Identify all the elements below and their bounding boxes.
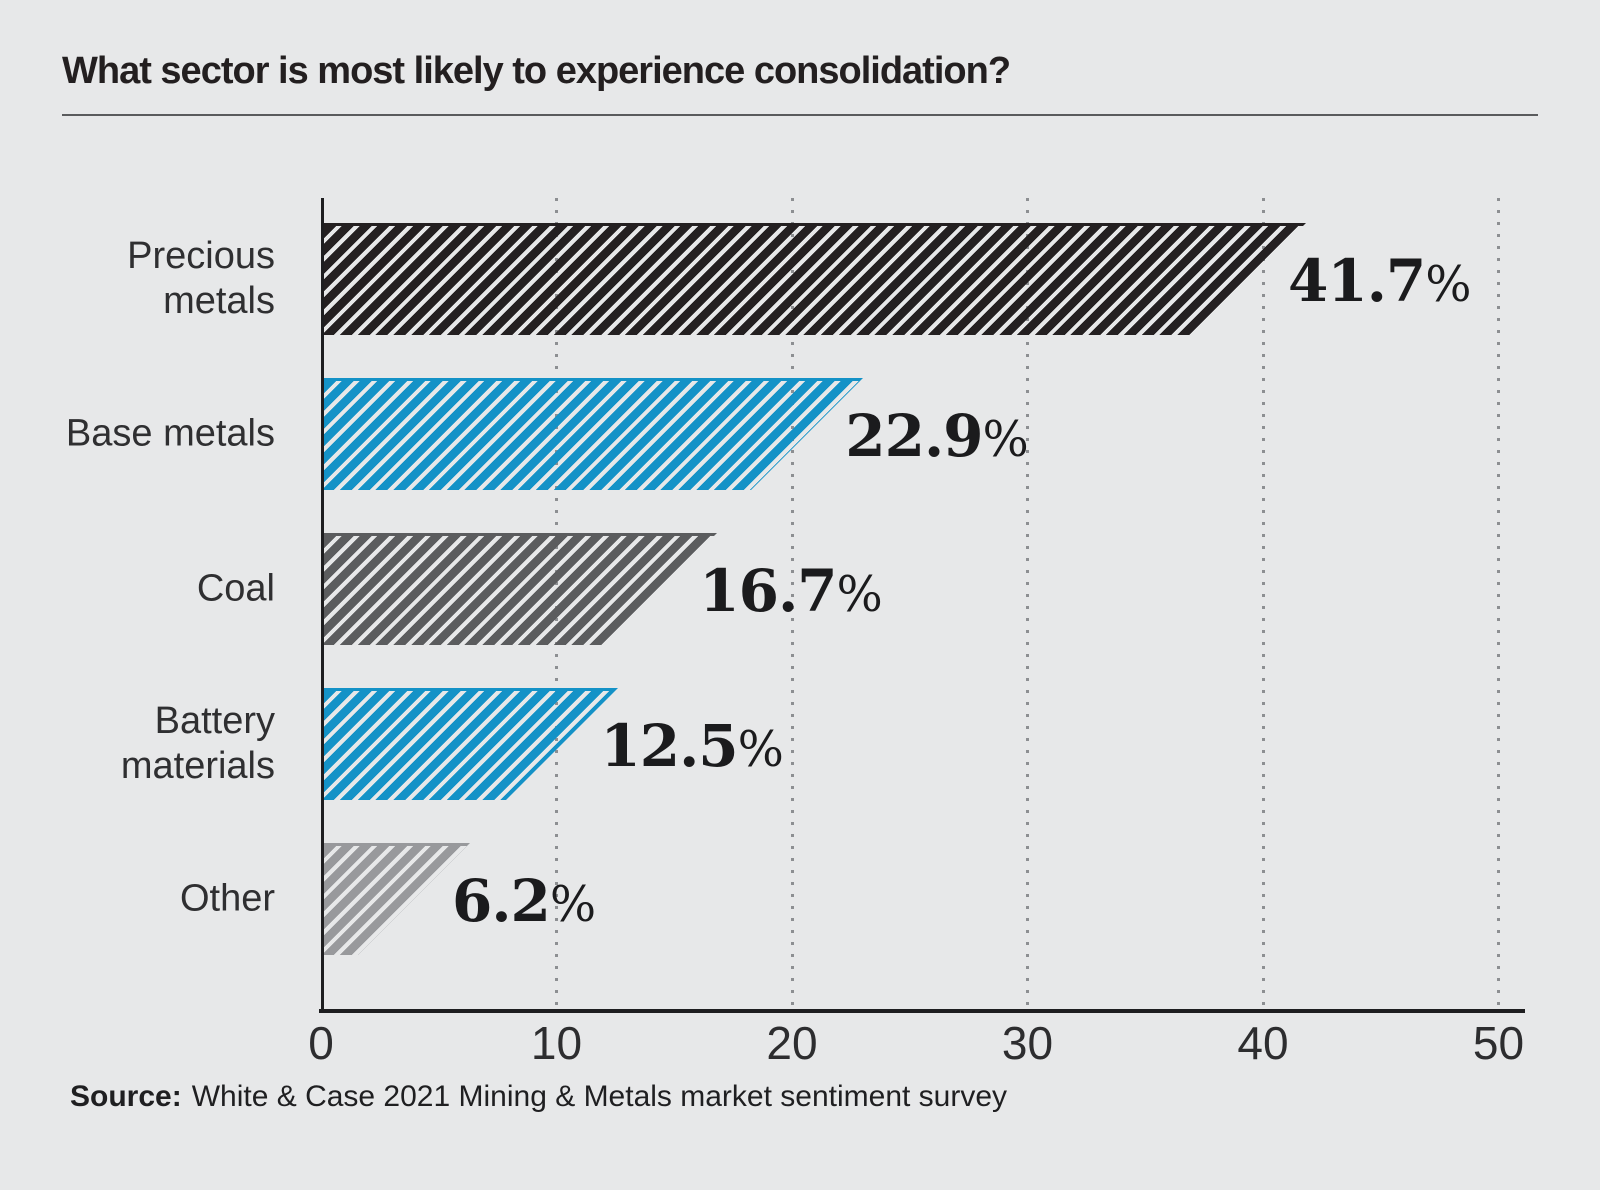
x-tick-label-40: 40 xyxy=(1237,1017,1289,1069)
value-number: 6.2 xyxy=(452,867,551,935)
percent-sign: % xyxy=(549,877,597,933)
bar-coal xyxy=(324,533,717,645)
source-note: Source: White & Case 2021 Mining & Metals… xyxy=(70,1080,1007,1114)
v-gridline-20 xyxy=(790,198,794,1009)
category-label-coal: Coal xyxy=(30,567,275,612)
category-label-line: Coal xyxy=(196,567,275,610)
category-label-line: Battery xyxy=(154,700,275,742)
value-number: 16.7 xyxy=(699,557,837,625)
percent-sign: % xyxy=(737,722,784,778)
value-label-precious-metals: 41.7% xyxy=(1288,247,1472,315)
bar-other xyxy=(324,843,470,955)
value-label-battery-materials: 12.5% xyxy=(600,712,784,780)
v-gridline-40 xyxy=(1261,198,1265,1009)
title-rule xyxy=(62,114,1538,116)
value-label-coal: 16.7% xyxy=(699,557,883,625)
y-axis-line xyxy=(321,198,324,1009)
x-axis-line xyxy=(319,1009,1525,1013)
source-label: Source: xyxy=(70,1080,182,1113)
value-label-base-metals: 22.9% xyxy=(845,402,1029,470)
category-label-line: Base metals xyxy=(65,412,275,455)
value-number: 41.7 xyxy=(1288,247,1426,315)
x-tick-label-20: 20 xyxy=(766,1017,818,1069)
category-label-battery-materials: Battery materials xyxy=(30,699,275,789)
x-tick-label-10: 10 xyxy=(530,1017,583,1069)
x-tick-label-30: 30 xyxy=(1001,1017,1054,1069)
category-label-base-metals: Base metals xyxy=(30,412,275,457)
percent-sign: % xyxy=(836,567,883,623)
category-label-line: metals xyxy=(163,280,275,322)
x-tick-row: 0 10 20 30 40 50 xyxy=(308,1016,1525,1076)
category-label-line: Other xyxy=(179,877,275,920)
x-tick-label-0: 0 xyxy=(308,1017,334,1069)
category-label-other: Other xyxy=(30,877,275,922)
percent-sign: % xyxy=(982,412,1029,468)
x-tick-label-50: 50 xyxy=(1472,1017,1525,1069)
plot-area: 41.7% 22.9% 16.7% 12.5% 6.2% xyxy=(321,198,1523,1009)
value-number: 22.9 xyxy=(845,402,983,470)
bar-base-metals xyxy=(324,378,863,490)
bar-precious-metals xyxy=(324,223,1306,335)
v-gridline-30 xyxy=(1026,198,1029,1009)
category-label-line: materials xyxy=(120,745,275,787)
v-gridline-50 xyxy=(1497,198,1500,1009)
percent-sign: % xyxy=(1425,257,1472,313)
value-label-other: 6.2% xyxy=(452,867,596,935)
source-text: White & Case 2021 Mining & Metals market… xyxy=(191,1080,1008,1113)
category-label-line: Precious xyxy=(127,235,275,277)
value-number: 12.5 xyxy=(600,712,738,780)
page-title: What sector is most likely to experience… xyxy=(62,50,1011,92)
bar-battery-materials xyxy=(324,688,618,800)
category-label-precious-metals: Precious metals xyxy=(30,234,275,324)
